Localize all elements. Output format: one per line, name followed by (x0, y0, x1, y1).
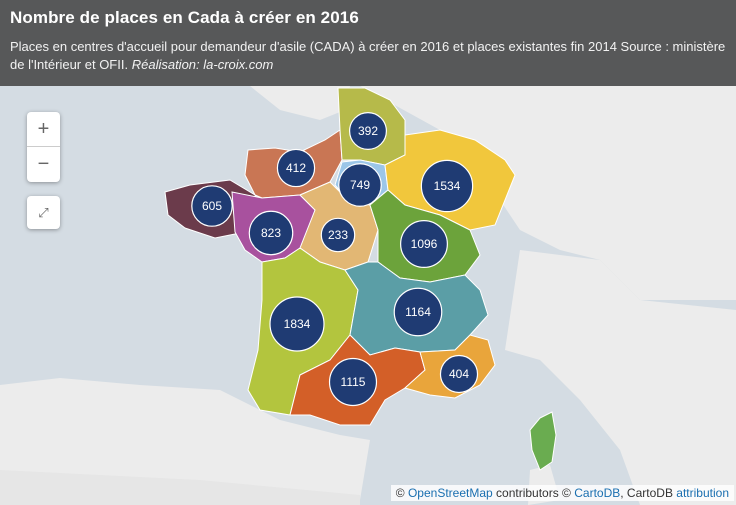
bubble-label-centre: 233 (328, 228, 348, 242)
land-north (0, 86, 736, 300)
bubble-label-grand-est: 1534 (434, 179, 461, 193)
subtitle-text: Places en centres d'accueil pour demande… (10, 39, 726, 72)
map-subtitle: Places en centres d'accueil pour demande… (10, 38, 730, 74)
bubble-paca[interactable] (439, 354, 479, 394)
bubble-ile-de-france[interactable] (338, 163, 382, 207)
bubble-bourgogne[interactable] (400, 220, 448, 268)
contributors-text: contributors © (496, 486, 571, 500)
map-header: Nombre de places en Cada à créer en 2016… (0, 0, 736, 86)
bubble-hauts-de-france[interactable] (349, 112, 387, 150)
land-africa (0, 470, 360, 505)
bubble-pays-de-la-loire[interactable] (248, 210, 294, 256)
bubble-occitanie[interactable] (328, 357, 378, 407)
zoom-in-button[interactable]: + (27, 112, 60, 147)
bubble-label-ile-de-france: 749 (350, 178, 370, 192)
cartodb-text: , CartoDB (620, 486, 673, 500)
attribution-bar: © OpenStreetMap contributors © CartoDB, … (390, 485, 734, 501)
zoom-control: + − (27, 112, 60, 182)
bubble-label-normandie: 412 (286, 161, 306, 175)
copyright-symbol: © (395, 486, 405, 500)
bubble-label-occitanie: 1115 (341, 375, 366, 389)
credit-label: Réalisation: (131, 57, 200, 72)
cartodb-link[interactable]: CartoDB (574, 486, 621, 500)
bubble-label-pays-de-la-loire: 823 (261, 226, 281, 240)
bubble-label-bourgogne: 1096 (411, 237, 438, 251)
attribution-link[interactable]: attribution (676, 486, 729, 500)
land-spain (0, 378, 370, 505)
osm-link[interactable]: OpenStreetMap (407, 486, 493, 500)
fullscreen-icon[interactable]: ⤢ (27, 196, 60, 229)
bubble-label-nouvelle-aquitaine: 1834 (284, 317, 311, 331)
bubble-centre[interactable] (320, 217, 356, 253)
credit-site: la-croix.com (203, 57, 274, 72)
map-title: Nombre de places en Cada à créer en 2016 (10, 8, 359, 27)
land-italy (505, 250, 736, 505)
bubble-auvergne-rhone-alpes[interactable] (393, 287, 443, 337)
bubble-label-hauts-de-france: 392 (358, 124, 378, 138)
bubble-label-auvergne-rhone-alpes: 1164 (405, 305, 431, 319)
bubble-layer: 605 412 392 749 1534 823 233 1096 1834 1164 1115 40… (191, 112, 479, 407)
region-corse (529, 411, 557, 471)
bubble-label-paca: 404 (449, 367, 469, 381)
land-uk (250, 86, 350, 120)
bubble-label-bretagne: 605 (202, 199, 222, 213)
bubble-nouvelle-aquitaine[interactable] (269, 296, 325, 352)
bubble-normandie[interactable] (276, 148, 316, 188)
bubble-grand-est[interactable] (420, 159, 474, 213)
zoom-out-button[interactable]: − (37, 152, 50, 175)
bubble-bretagne[interactable] (191, 185, 233, 227)
